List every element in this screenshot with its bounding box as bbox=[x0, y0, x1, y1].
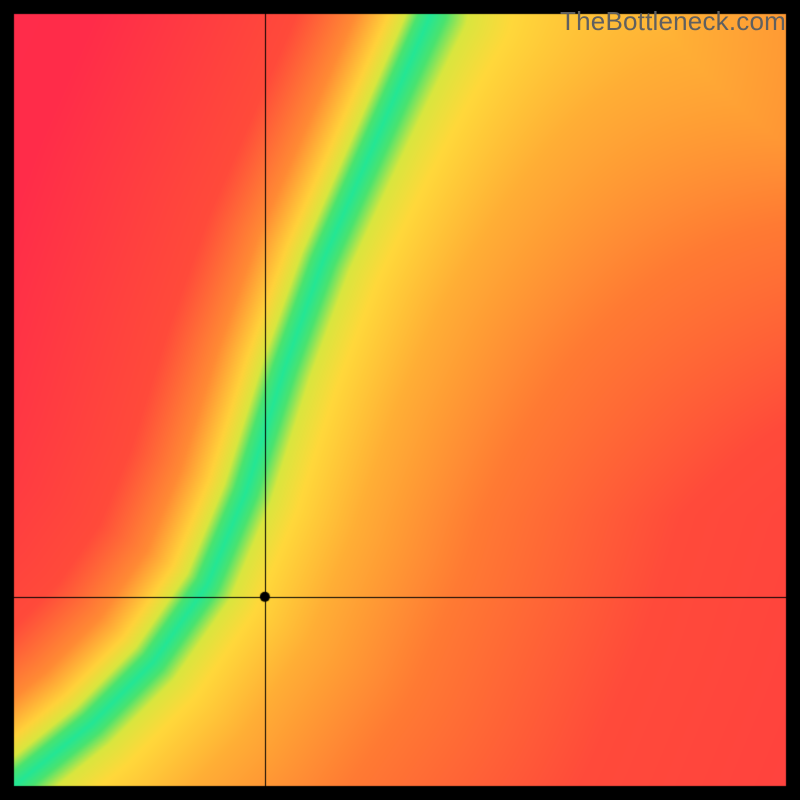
watermark-text: TheBottleneck.com bbox=[560, 6, 786, 37]
bottleneck-heatmap bbox=[0, 0, 800, 800]
